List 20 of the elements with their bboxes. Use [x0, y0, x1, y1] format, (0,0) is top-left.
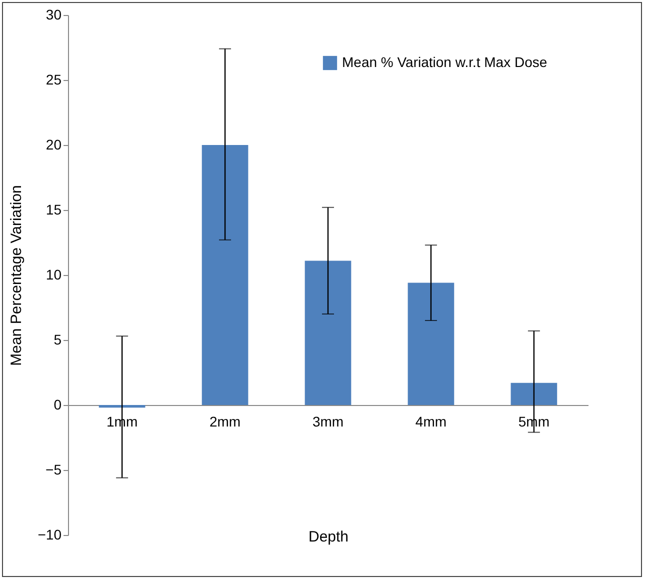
y-tick-label: −5 [46, 462, 62, 478]
legend-label: Mean % Variation w.r.t Max Dose [342, 54, 548, 70]
y-tick-label: 25 [46, 72, 62, 88]
x-axis-title: Depth [308, 528, 349, 546]
bar [304, 260, 352, 405]
bar [408, 282, 454, 405]
bar [510, 382, 558, 405]
x-tick-label: 4mm [415, 414, 447, 430]
bar [202, 145, 248, 405]
y-tick-label: 10 [46, 266, 62, 282]
y-tick-label: 5 [54, 332, 62, 348]
y-tick-label: 20 [46, 136, 62, 152]
x-tick-label: 3mm [312, 414, 344, 430]
y-tick-label: 30 [46, 6, 62, 22]
y-tick-label: 15 [46, 202, 62, 218]
x-tick-label: 2mm [209, 414, 241, 430]
y-tick-label: 0 [54, 396, 62, 412]
y-axis-title: Mean Percentage Variation [8, 185, 25, 366]
y-tick-label: −10 [38, 526, 62, 542]
bar [98, 405, 146, 408]
